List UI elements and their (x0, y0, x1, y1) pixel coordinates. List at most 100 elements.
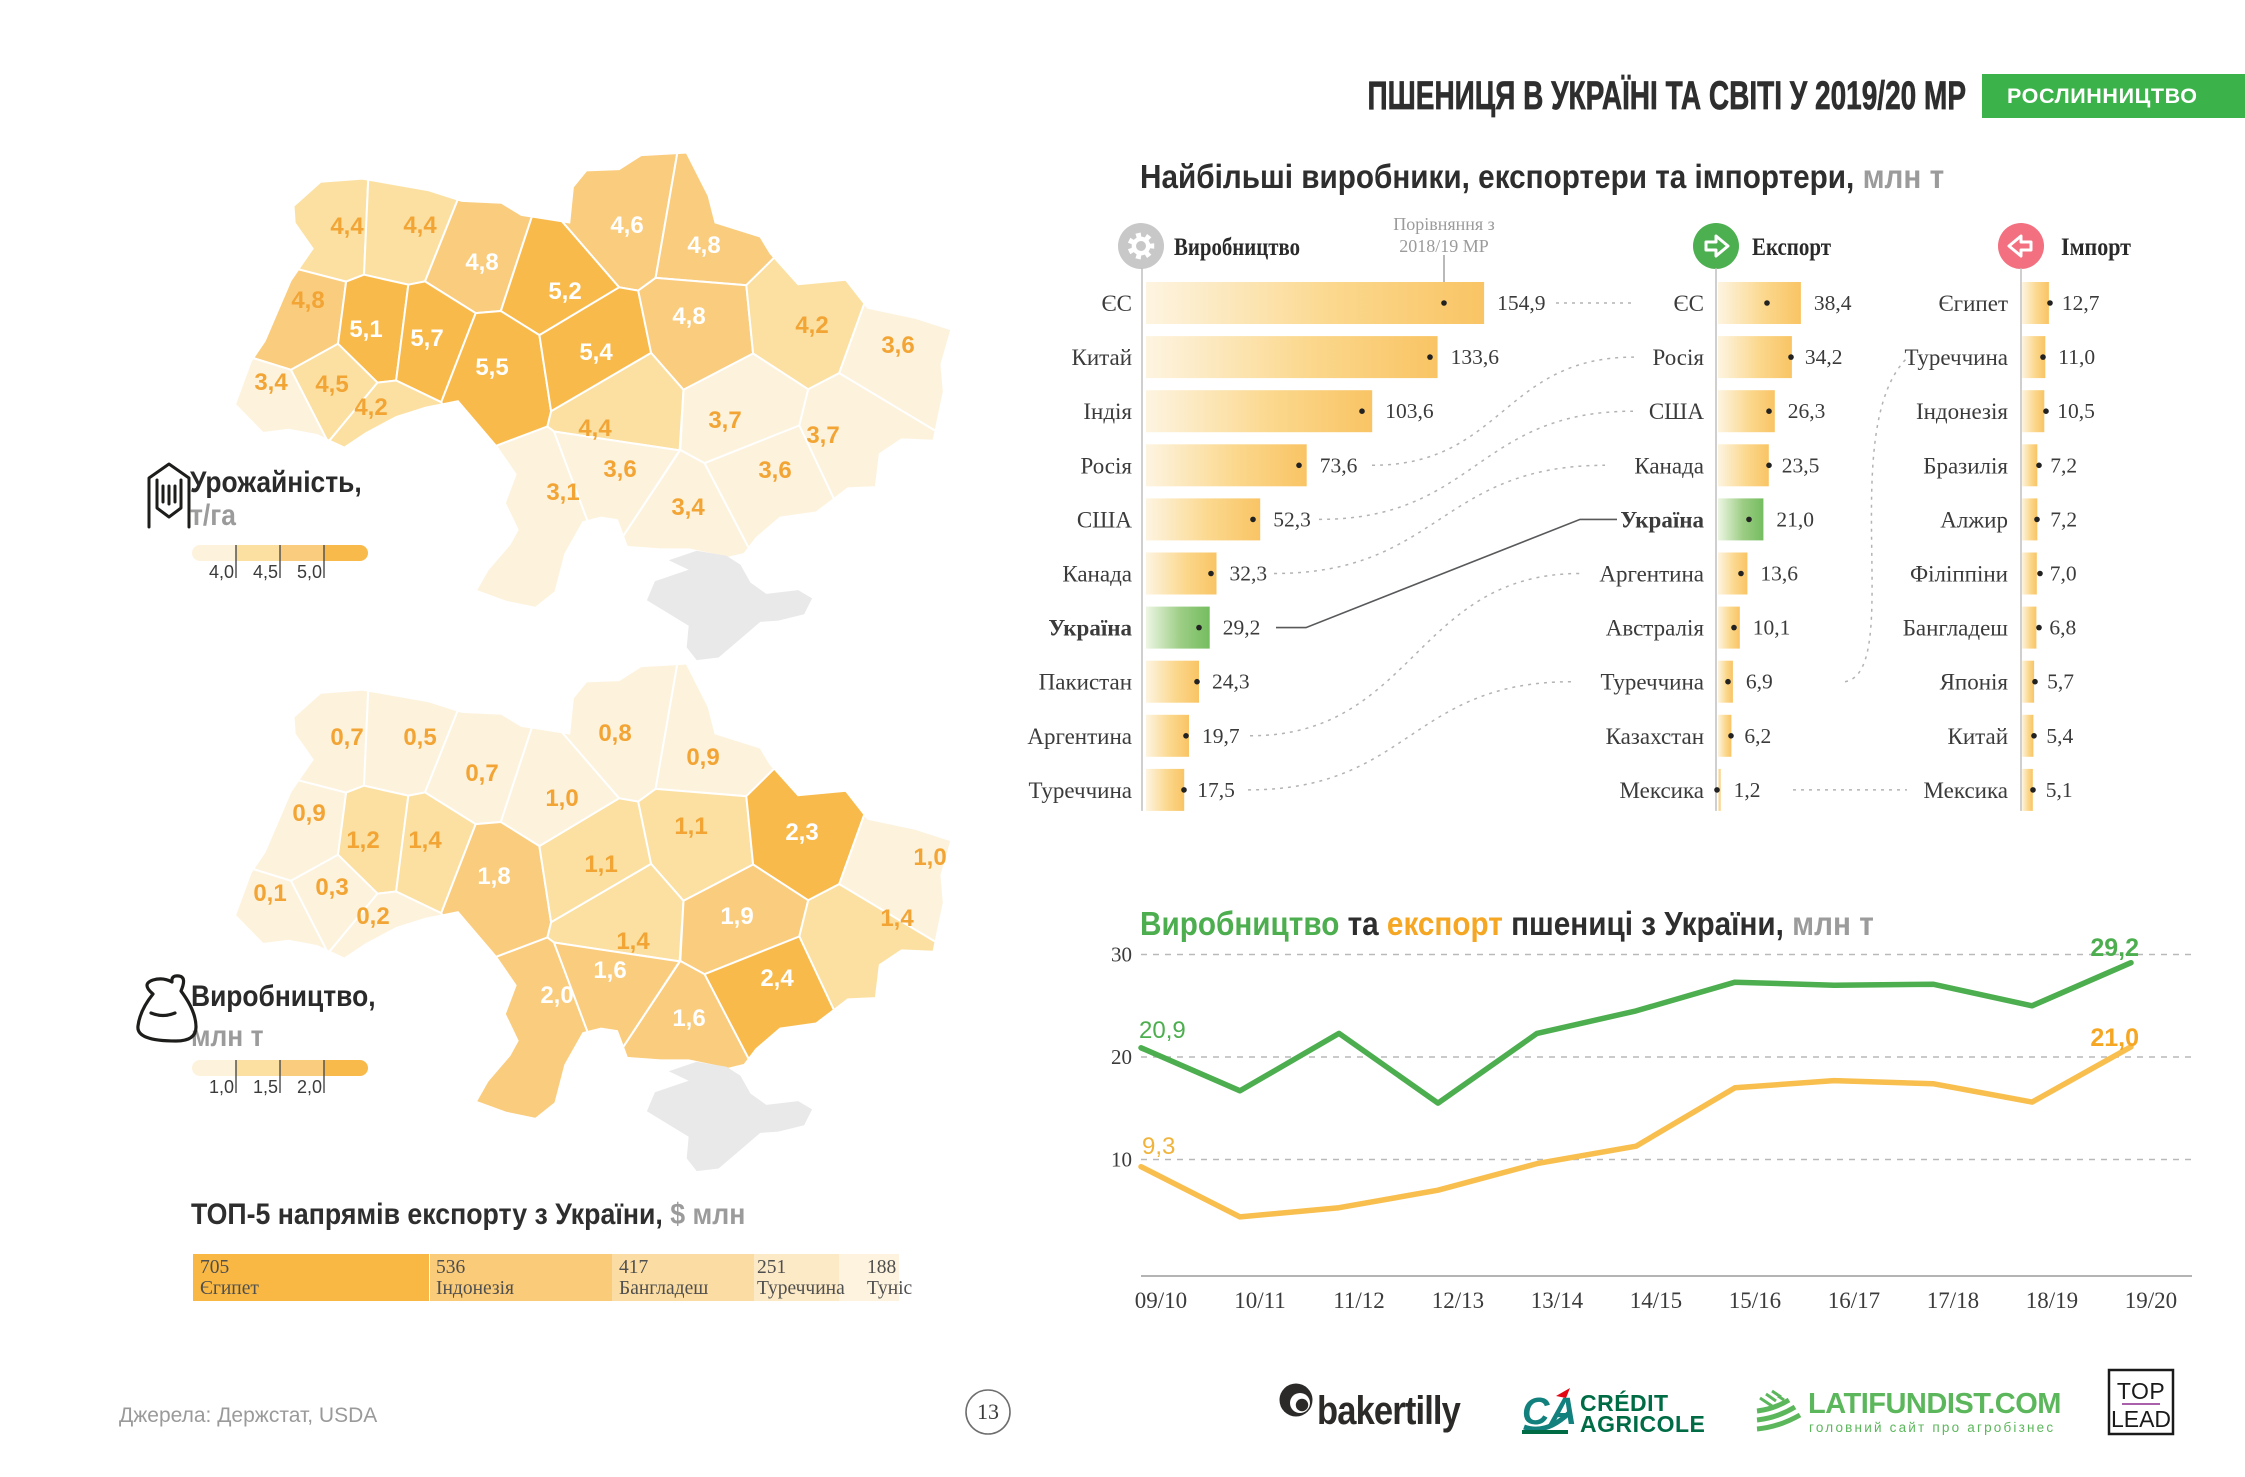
svg-text:12,7: 12,7 (2062, 291, 2100, 315)
svg-text:1,1: 1,1 (674, 813, 707, 840)
svg-text:7,2: 7,2 (2050, 453, 2077, 477)
svg-text:Росія: Росія (1081, 453, 1133, 478)
svg-text:4,0: 4,0 (209, 562, 234, 582)
svg-text:4,2: 4,2 (354, 394, 387, 421)
svg-text:7,0: 7,0 (2050, 562, 2077, 586)
svg-text:2,0: 2,0 (297, 1077, 322, 1097)
svg-text:17/18: 17/18 (1927, 1288, 1979, 1313)
svg-text:0,7: 0,7 (465, 760, 498, 787)
svg-text:18/19: 18/19 (2026, 1288, 2078, 1313)
svg-text:Індія: Індія (1083, 399, 1132, 424)
svg-text:15/16: 15/16 (1729, 1288, 1781, 1313)
svg-text:1,4: 1,4 (616, 928, 650, 955)
svg-text:Канада: Канада (1062, 562, 1132, 587)
svg-text:ЄС: ЄС (1101, 291, 1132, 316)
svg-text:5,7: 5,7 (2047, 670, 2074, 694)
svg-text:13,6: 13,6 (1760, 562, 1798, 586)
svg-text:AGRICOLE: AGRICOLE (1580, 1411, 1705, 1437)
svg-text:19,7: 19,7 (1202, 724, 1240, 748)
svg-text:3,7: 3,7 (806, 422, 839, 449)
svg-text:Канада: Канада (1634, 453, 1704, 478)
svg-text:09/10: 09/10 (1135, 1288, 1187, 1313)
svg-text:0,5: 0,5 (403, 724, 436, 751)
svg-text:52,3: 52,3 (1273, 507, 1311, 531)
svg-text:5,1: 5,1 (349, 316, 382, 343)
svg-text:3,7: 3,7 (708, 407, 741, 434)
svg-text:TOP: TOP (2117, 1378, 2165, 1404)
svg-text:24,3: 24,3 (1212, 670, 1250, 694)
svg-text:4,4: 4,4 (403, 212, 437, 239)
svg-text:10/11: 10/11 (1234, 1288, 1286, 1313)
svg-text:Виробництво: Виробництво (1174, 234, 1300, 261)
svg-text:10: 10 (1111, 1148, 1132, 1172)
svg-text:LATIFUNDIST.COM: LATIFUNDIST.COM (1808, 1388, 2061, 1420)
svg-text:Експорт: Експорт (1752, 234, 1831, 261)
svg-text:0,2: 0,2 (356, 903, 389, 930)
svg-text:Філіппіни: Філіппіни (1910, 562, 2008, 587)
svg-text:Китай: Китай (1072, 345, 1133, 370)
svg-text:1,2: 1,2 (1734, 778, 1761, 802)
svg-text:Туреччина: Туреччина (1905, 345, 2009, 370)
svg-text:Аргентина: Аргентина (1599, 562, 1704, 587)
svg-text:Пакистан: Пакистан (1039, 670, 1132, 695)
svg-text:10,1: 10,1 (1753, 616, 1791, 640)
svg-text:4,4: 4,4 (330, 213, 364, 240)
svg-text:1,0: 1,0 (913, 844, 946, 871)
svg-text:4,5: 4,5 (315, 371, 348, 398)
svg-text:3,4: 3,4 (254, 369, 288, 396)
svg-text:9,3: 9,3 (1142, 1133, 1175, 1160)
svg-text:1,0: 1,0 (545, 785, 578, 812)
svg-text:1,4: 1,4 (880, 905, 914, 932)
svg-text:103,6: 103,6 (1385, 399, 1434, 423)
svg-text:4,8: 4,8 (687, 232, 720, 259)
svg-text:30: 30 (1111, 943, 1132, 967)
svg-text:1,8: 1,8 (477, 863, 510, 890)
svg-text:Мексика: Мексика (1923, 778, 2008, 803)
svg-text:4,5: 4,5 (253, 562, 278, 582)
svg-text:0,9: 0,9 (686, 744, 719, 771)
svg-text:1,4: 1,4 (408, 827, 442, 854)
svg-text:1,9: 1,9 (720, 903, 753, 930)
svg-text:Імпорт: Імпорт (2061, 234, 2131, 261)
svg-text:Бангладеш: Бангладеш (1903, 616, 2009, 641)
svg-text:0,7: 0,7 (330, 724, 363, 751)
svg-text:13: 13 (977, 1399, 999, 1424)
svg-text:0,3: 0,3 (315, 874, 348, 901)
svg-text:21,0: 21,0 (2090, 1024, 2139, 1052)
svg-text:5,4: 5,4 (579, 339, 613, 366)
svg-text:Україна: Україна (1048, 616, 1132, 641)
svg-text:6,8: 6,8 (2049, 616, 2076, 640)
svg-text:34,2: 34,2 (1805, 345, 1843, 369)
svg-text:США: США (1649, 399, 1705, 424)
svg-text:Японія: Японія (1940, 670, 2009, 695)
svg-text:11/12: 11/12 (1333, 1288, 1385, 1313)
svg-text:20,9: 20,9 (1139, 1017, 1186, 1044)
svg-text:14/15: 14/15 (1630, 1288, 1682, 1313)
svg-text:3,6: 3,6 (881, 332, 914, 359)
svg-text:0,1: 0,1 (253, 880, 286, 907)
svg-text:4,8: 4,8 (465, 249, 498, 276)
svg-text:Мексика: Мексика (1619, 778, 1704, 803)
svg-text:3,1: 3,1 (546, 479, 579, 506)
svg-text:1,1: 1,1 (584, 851, 617, 878)
svg-text:Аргентина: Аргентина (1027, 724, 1132, 749)
svg-text:154,9: 154,9 (1497, 291, 1545, 315)
svg-text:1,6: 1,6 (672, 1005, 705, 1032)
svg-text:29,2: 29,2 (2090, 934, 2139, 962)
svg-text:Алжир: Алжир (1940, 507, 2008, 532)
svg-text:32,3: 32,3 (1230, 562, 1268, 586)
svg-text:4,8: 4,8 (291, 287, 324, 314)
svg-text:4,8: 4,8 (672, 303, 705, 330)
svg-text:0,8: 0,8 (598, 720, 631, 747)
svg-text:2,3: 2,3 (785, 819, 818, 846)
svg-text:1,2: 1,2 (346, 827, 379, 854)
svg-text:5,2: 5,2 (548, 278, 581, 305)
svg-text:Туреччина: Туреччина (1029, 778, 1133, 803)
svg-text:21,0: 21,0 (1776, 507, 1814, 531)
svg-text:7,2: 7,2 (2050, 507, 2077, 531)
svg-text:Індонезія: Індонезія (1916, 399, 2008, 424)
svg-text:6,9: 6,9 (1746, 670, 1773, 694)
svg-text:5,5: 5,5 (475, 354, 508, 381)
svg-text:Єгипет: Єгипет (1939, 291, 2009, 316)
svg-text:13/14: 13/14 (1531, 1288, 1584, 1313)
